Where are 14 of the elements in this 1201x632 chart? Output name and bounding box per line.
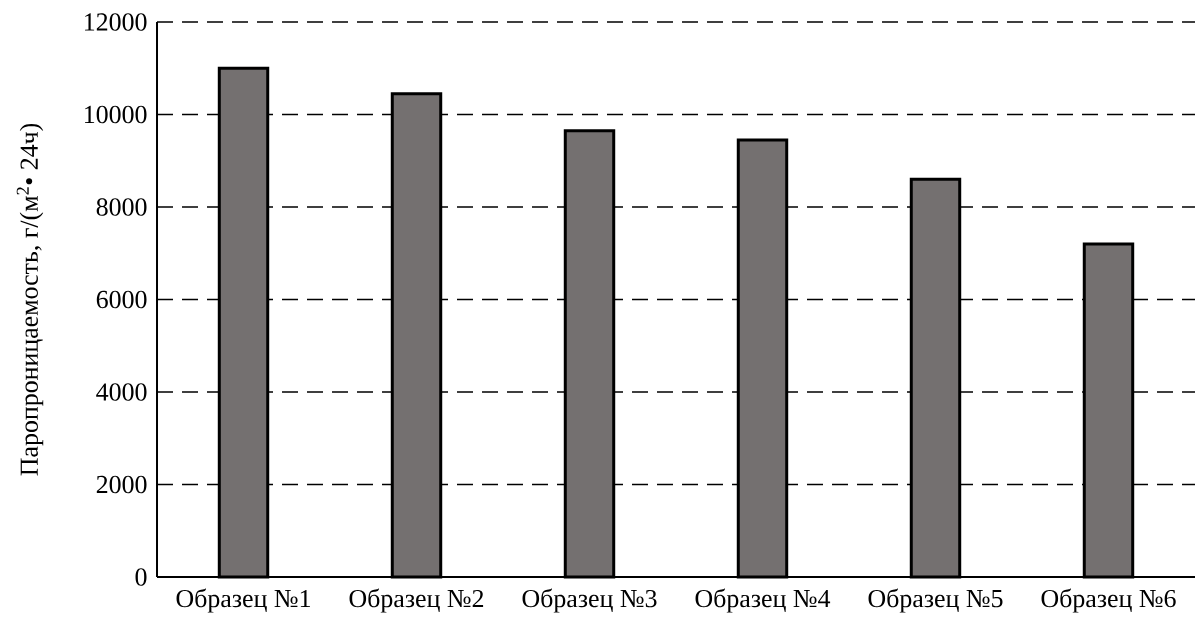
x-tick-label: Образец №5 [868,588,1003,613]
x-tick-label: Образец №1 [176,588,310,613]
y-tick-label: 12000 [85,13,147,31]
y-tick-label: 10000 [85,105,147,124]
y-tick-label: 2000 [96,475,147,494]
y-tick-label: 6000 [96,290,147,309]
y-tick-label: 4000 [96,383,147,401]
x-tick-label: Образец №6 [1041,588,1176,613]
y-tick-label: 0 [135,568,147,586]
y-axis-title: Паропроницаемость, г/(м$^{2}$• 24ч) [16,123,44,476]
x-tick-label: Образец №4 [695,588,831,613]
x-tick-label: Образец №2 [349,588,484,613]
y-tick-label: 8000 [96,198,147,216]
x-tick-label: Образец №3 [522,588,657,613]
